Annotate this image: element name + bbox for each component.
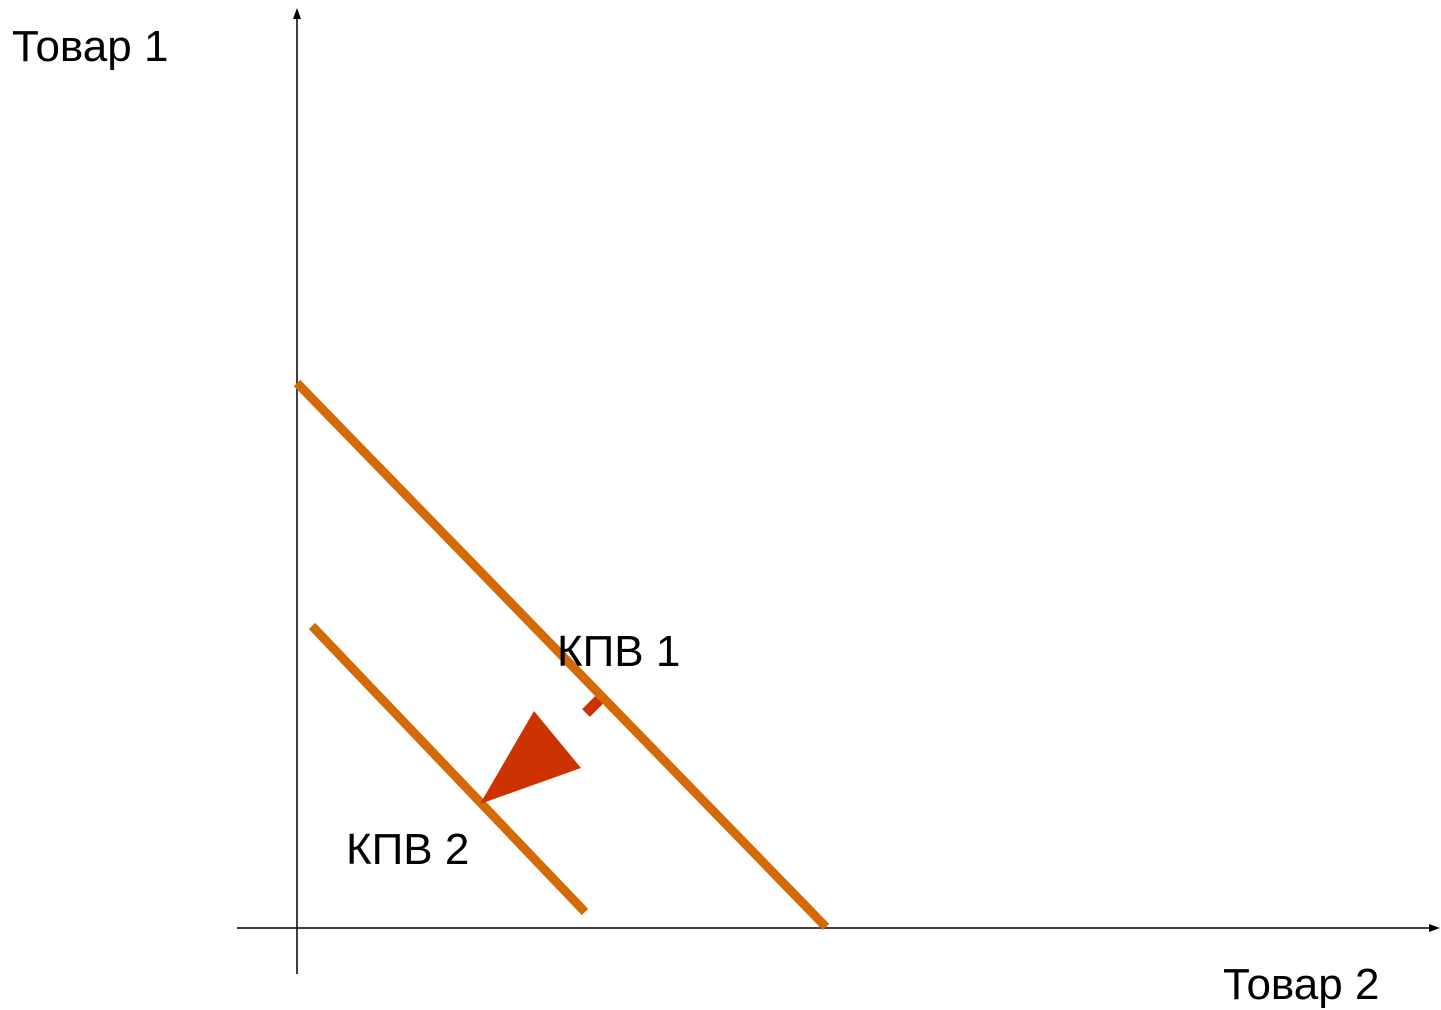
ppf-curve-2 <box>308 622 589 916</box>
ppf-curve-1-label: КПВ 1 <box>557 627 681 676</box>
x-axis-arrowhead <box>1429 924 1440 932</box>
ppf-curve-1 <box>293 379 830 931</box>
y-axis-arrowhead <box>293 8 301 19</box>
ppf-curve-2-label: КПВ 2 <box>346 825 470 874</box>
y-axis-label: Товар 1 <box>12 22 169 71</box>
x-axis-label: Товар 2 <box>1223 960 1380 1009</box>
shift-arrow-shaft <box>582 696 603 717</box>
shift-arrow-head <box>480 711 581 804</box>
